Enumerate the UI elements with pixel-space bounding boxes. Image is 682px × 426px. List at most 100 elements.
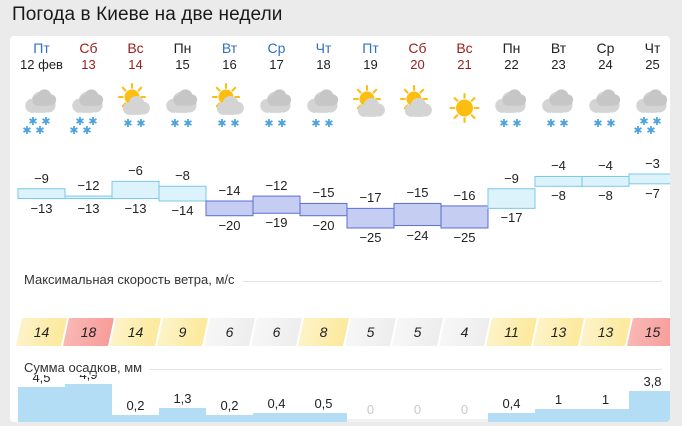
temp-min-label: −13	[77, 200, 100, 216]
temp-band-segment	[440, 205, 489, 229]
day-date: 20	[410, 57, 425, 72]
cloud-snow-icon: ✱ ✱	[488, 82, 535, 138]
wind-value: 6	[272, 324, 281, 340]
temp-min-label: −13	[124, 200, 147, 216]
temp-band-segment	[158, 185, 207, 202]
precip-bar	[582, 409, 629, 422]
temp-band-segment	[252, 195, 301, 214]
day-header-25[interactable]: Чт 25	[629, 40, 670, 73]
svg-text:✱: ✱	[41, 115, 50, 128]
day-date: 12 фев	[20, 57, 63, 72]
precip-bar	[347, 419, 394, 422]
day-date: 24	[598, 57, 613, 72]
page-title: Погода в Киеве на две недели	[12, 4, 283, 25]
precip-bar	[18, 386, 65, 422]
day-header-13[interactable]: Сб 13	[65, 40, 112, 73]
svg-text:✱: ✱	[546, 117, 555, 130]
day-header-15[interactable]: Пн 15	[159, 40, 206, 73]
day-name: Пт	[362, 40, 379, 56]
cloud-snow-icon: ✱ ✱	[582, 82, 629, 138]
day-header-12-фев[interactable]: Пт 12 фев	[18, 40, 65, 73]
wind-value: 5	[366, 324, 375, 340]
precip-bar	[441, 419, 488, 422]
precip-label: 1	[601, 392, 610, 408]
day-header-21[interactable]: Вс 21	[441, 40, 488, 73]
day-name: Вс	[127, 40, 144, 56]
temp-max-label: −9	[504, 170, 519, 186]
precip-section-header: Сумма осадков, мм	[10, 360, 670, 378]
svg-text:✱: ✱	[499, 117, 508, 130]
day-date: 21	[457, 57, 472, 72]
temp-max-label: −8	[175, 168, 190, 184]
day-header-16[interactable]: Вт 16	[206, 40, 253, 73]
temp-band-segment	[487, 188, 536, 209]
svg-text:✱: ✱	[183, 117, 192, 130]
svg-text:✱: ✱	[277, 117, 286, 130]
svg-text:✱: ✱	[28, 115, 37, 128]
cloud-snow-icon: ✱ ✱	[300, 82, 347, 138]
temp-max-label: −17	[359, 190, 382, 206]
cloud-heavy-snow-icon: ✱ ✱ ✱ ✱	[629, 82, 670, 138]
day-header-19[interactable]: Пт 19	[347, 40, 394, 73]
wind-value: 14	[127, 324, 144, 340]
day-name: Пн	[502, 40, 521, 56]
temp-min-label: −8	[551, 188, 566, 204]
svg-text:✱: ✱	[123, 117, 132, 130]
day-header-23[interactable]: Вт 23	[535, 40, 582, 73]
precip-bar	[206, 414, 253, 422]
day-name: Вт	[221, 40, 238, 56]
day-name: Вт	[550, 40, 567, 56]
day-name: Вс	[456, 40, 473, 56]
day-header-20[interactable]: Сб 20	[394, 40, 441, 73]
cloud-snow-icon: ✱ ✱	[159, 82, 206, 138]
day-header-row: Пт 12 фев Сб 13 Вс 14 Пн 15 Вт 16 Ср 17 Чт 18 Пт 19 Сб 20…	[10, 36, 670, 78]
svg-text:✱: ✱	[311, 117, 320, 130]
temp-min-label: −7	[645, 185, 660, 201]
wind-value: 11	[504, 324, 519, 340]
temp-max-label: −12	[77, 178, 100, 194]
day-name: Чт	[644, 40, 661, 56]
wind-value: 13	[597, 324, 614, 340]
svg-text:✱: ✱	[639, 115, 648, 128]
temp-band-segment	[346, 207, 395, 229]
wind-section-rule	[24, 281, 662, 282]
temp-band-segment	[111, 180, 160, 200]
day-header-24[interactable]: Ср 24	[582, 40, 629, 73]
day-date: 17	[269, 57, 284, 72]
temp-max-label: −12	[265, 178, 288, 194]
temp-max-label: −6	[128, 163, 143, 179]
svg-text:✱: ✱	[136, 117, 145, 130]
temp-min-label: −14	[171, 203, 194, 218]
sun-cloud-snow-icon: ✱ ✱	[206, 82, 253, 138]
precip-label: 0,4	[267, 396, 286, 412]
temp-max-label: −14	[218, 183, 241, 198]
svg-text:✱: ✱	[75, 115, 84, 128]
day-header-22[interactable]: Пн 22	[488, 40, 535, 73]
sun-cloud-icon	[394, 82, 441, 138]
day-date: 23	[551, 57, 566, 72]
svg-text:✱: ✱	[22, 124, 31, 137]
wind-value: 13	[550, 324, 567, 340]
day-header-18[interactable]: Чт 18	[300, 40, 347, 73]
day-date: 22	[504, 57, 519, 72]
wind-value: 14	[33, 324, 50, 340]
precip-section-rule	[24, 369, 662, 370]
day-header-17[interactable]: Ср 17	[253, 40, 300, 73]
temp-band-segment	[581, 175, 630, 187]
svg-text:✱: ✱	[512, 117, 521, 130]
temp-max-label: −4	[551, 158, 566, 174]
day-date: 13	[81, 57, 96, 72]
svg-text:✱: ✱	[35, 124, 44, 137]
cloud-heavy-snow-icon: ✱ ✱ ✱ ✱	[18, 82, 65, 138]
precip-bar	[253, 413, 300, 422]
day-date: 19	[363, 57, 378, 72]
precip-label: 0,4	[502, 396, 521, 412]
temp-max-label: −9	[34, 170, 49, 186]
temp-band-segment	[64, 195, 113, 200]
day-name: Ср	[267, 40, 286, 56]
day-name: Пн	[173, 40, 192, 56]
precip-label: 0	[413, 402, 422, 417]
svg-text:✱: ✱	[230, 117, 239, 130]
day-header-14[interactable]: Вс 14	[112, 40, 159, 73]
wind-section-header: Максимальная скорость ветра, м/с	[10, 272, 670, 290]
